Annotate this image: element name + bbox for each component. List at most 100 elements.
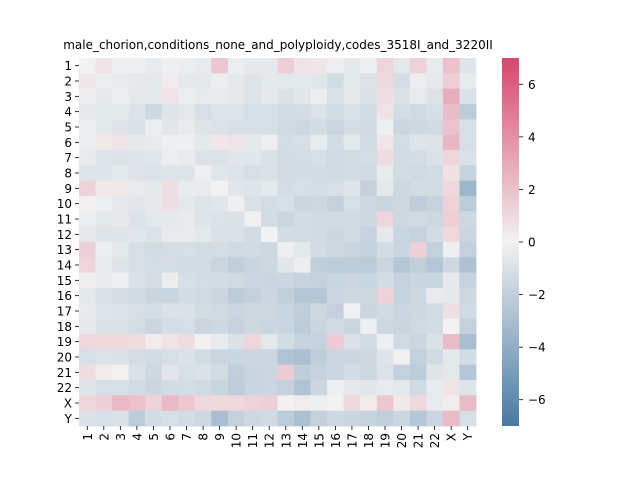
heatmap-cell-16-2: [95, 288, 113, 304]
heatmap-cell-19-20: [393, 334, 411, 350]
heatmap-cell-15-1: [79, 272, 96, 289]
heatmap-cell-8-7: [178, 165, 196, 182]
heatmap-cell-3-7: [178, 88, 196, 105]
heatmap-cell-12-15: [310, 226, 328, 243]
heatmap-cell-Y-14: [294, 410, 311, 427]
heatmap-cell-8-Y: [459, 165, 477, 182]
heatmap-cell-21-21: [409, 364, 427, 381]
heatmap-cell-6-17: [343, 134, 361, 151]
heatmap-cell-4-22: [426, 104, 444, 120]
heatmap-cell-4-2: [95, 104, 113, 120]
y-tick-label: 15: [57, 274, 72, 288]
y-tick-label: 1: [64, 59, 72, 73]
heatmap-cell-8-13: [277, 165, 295, 182]
heatmap-cell-14-1: [79, 257, 96, 274]
heatmap-cell-X-18: [360, 395, 378, 412]
heatmap-cell-6-19: [376, 134, 394, 151]
heatmap-cell-10-14: [294, 196, 311, 212]
heatmap-cell-13-4: [128, 242, 146, 258]
x-tick-label: 22: [428, 433, 442, 448]
heatmap-cell-14-13: [277, 257, 295, 274]
heatmap-cell-11-3: [112, 211, 130, 228]
heatmap-cell-X-Y: [459, 395, 477, 412]
y-tick-label: 16: [57, 289, 72, 303]
heatmap-cell-X-7: [178, 395, 196, 412]
heatmap-cell-22-4: [128, 380, 146, 396]
heatmap-cell-17-17: [343, 303, 361, 320]
heatmap-cell-22-17: [343, 380, 361, 396]
heatmap-cell-Y-18: [360, 410, 378, 427]
heatmap-cell-18-16: [327, 318, 345, 335]
heatmap-cell-13-1: [79, 242, 96, 258]
heatmap-cell-6-22: [426, 134, 444, 151]
heatmap-cell-4-3: [112, 104, 130, 120]
heatmap-cell-18-10: [227, 318, 245, 335]
heatmap-cell-1-14: [294, 58, 311, 74]
heatmap-cell-Y-22: [426, 410, 444, 427]
heatmap-cell-7-5: [145, 150, 163, 166]
heatmap-cell-22-2: [95, 380, 113, 396]
heatmap-cell-6-10: [227, 134, 245, 151]
heatmap-cell-10-Y: [459, 196, 477, 212]
x-tick-label: 12: [263, 433, 277, 448]
heatmap-cell-12-4: [128, 226, 146, 243]
y-tick-label: 18: [57, 320, 72, 334]
colorbar-tick-label: 6: [528, 78, 536, 92]
heatmap-cell-16-7: [178, 288, 196, 304]
heatmap-cell-8-4: [128, 165, 146, 182]
heatmap-cell-15-22: [426, 272, 444, 289]
heatmap-cell-22-8: [194, 380, 212, 396]
heatmap-cell-13-18: [360, 242, 378, 258]
heatmap-cell-5-2: [95, 119, 113, 136]
heatmap-cell-14-22: [426, 257, 444, 274]
heatmap-cell-2-21: [409, 73, 427, 90]
heatmap-cell-15-X: [442, 272, 460, 289]
heatmap-cell-5-22: [426, 119, 444, 136]
heatmap-cell-6-11: [244, 134, 262, 151]
heatmap-cell-17-19: [376, 303, 394, 320]
heatmap-cell-17-18: [360, 303, 378, 320]
heatmap-cell-9-7: [178, 180, 196, 197]
heatmap-cell-10-13: [277, 196, 295, 212]
heatmap-cell-17-16: [327, 303, 345, 320]
heatmap-cell-20-13: [277, 349, 295, 366]
heatmap-cell-22-9: [211, 380, 229, 396]
colorbar-tick-label: −4: [528, 341, 546, 355]
heatmap-cell-14-7: [178, 257, 196, 274]
heatmap-cell-18-18: [360, 318, 378, 335]
heatmap-cell-18-Y: [459, 318, 477, 335]
heatmap-cell-21-X: [442, 364, 460, 381]
heatmap-cell-11-13: [277, 211, 295, 228]
heatmap-cell-8-10: [227, 165, 245, 182]
heatmap-cell-Y-9: [211, 410, 229, 427]
heatmap-cell-3-21: [409, 88, 427, 105]
heatmap-cell-4-10: [227, 104, 245, 120]
heatmap-cell-14-4: [128, 257, 146, 274]
heatmap-cell-X-9: [211, 395, 229, 412]
heatmap-cell-5-1: [79, 119, 96, 136]
heatmap-cell-20-3: [112, 349, 130, 366]
heatmap-cell-22-1: [79, 380, 96, 396]
heatmap-cell-8-5: [145, 165, 163, 182]
heatmap-cell-14-Y: [459, 257, 477, 274]
heatmap-cell-14-10: [227, 257, 245, 274]
heatmap-cell-X-5: [145, 395, 163, 412]
heatmap-cell-21-18: [360, 364, 378, 381]
heatmap-cell-7-2: [95, 150, 113, 166]
heatmap-cell-18-13: [277, 318, 295, 335]
heatmap-cell-9-11: [244, 180, 262, 197]
heatmap-cell-12-14: [294, 226, 311, 243]
heatmap-cell-9-17: [343, 180, 361, 197]
heatmap-cell-10-10: [227, 196, 245, 212]
heatmap-cell-15-7: [178, 272, 196, 289]
heatmap-cell-7-8: [194, 150, 212, 166]
heatmap-cell-4-9: [211, 104, 229, 120]
heatmap-cell-12-12: [260, 226, 278, 243]
heatmap-cell-5-3: [112, 119, 130, 136]
heatmap-cell-1-Y: [459, 58, 477, 74]
heatmap-cell-6-15: [310, 134, 328, 151]
heatmap-cell-9-20: [393, 180, 411, 197]
heatmap-cell-5-11: [244, 119, 262, 136]
heatmap-cell-17-1: [79, 303, 96, 320]
heatmap-cell-16-18: [360, 288, 378, 304]
